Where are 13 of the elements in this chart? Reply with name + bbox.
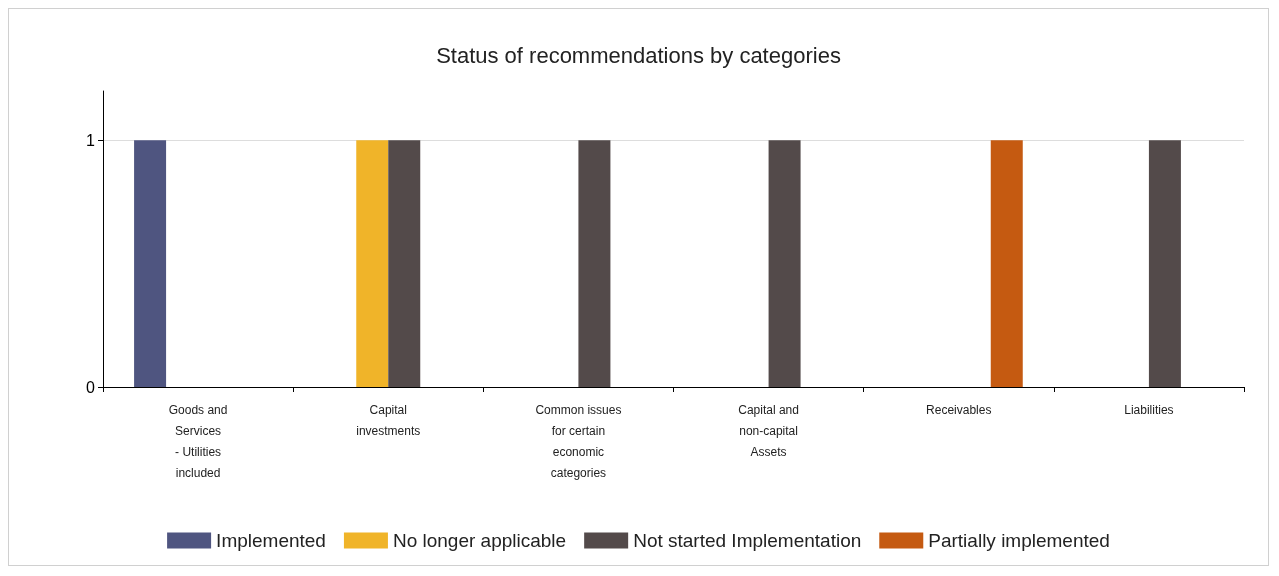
legend-label: Implemented — [216, 530, 326, 551]
x-tick-label: Receivables — [926, 402, 992, 417]
legend-label: No longer applicable — [392, 530, 567, 551]
legend-label: Partially implemented — [928, 530, 1110, 551]
legend-label: Not started Implementation — [633, 530, 862, 551]
y-tick-label: 1 — [86, 131, 96, 149]
x-tick-label: Capital and non-capital Assets — [738, 402, 799, 459]
x-tick-label: Liabilities — [1124, 402, 1174, 417]
x-tick-label: Goods and Services - Utilities included — [168, 402, 228, 480]
x-tick-label: Capital investments — [356, 402, 421, 438]
x-tick-label: Common issues for certain economic categories — [535, 402, 622, 480]
chart-title: Status of recommendations by categories — [436, 42, 841, 68]
y-tick-label: 0 — [86, 378, 96, 396]
